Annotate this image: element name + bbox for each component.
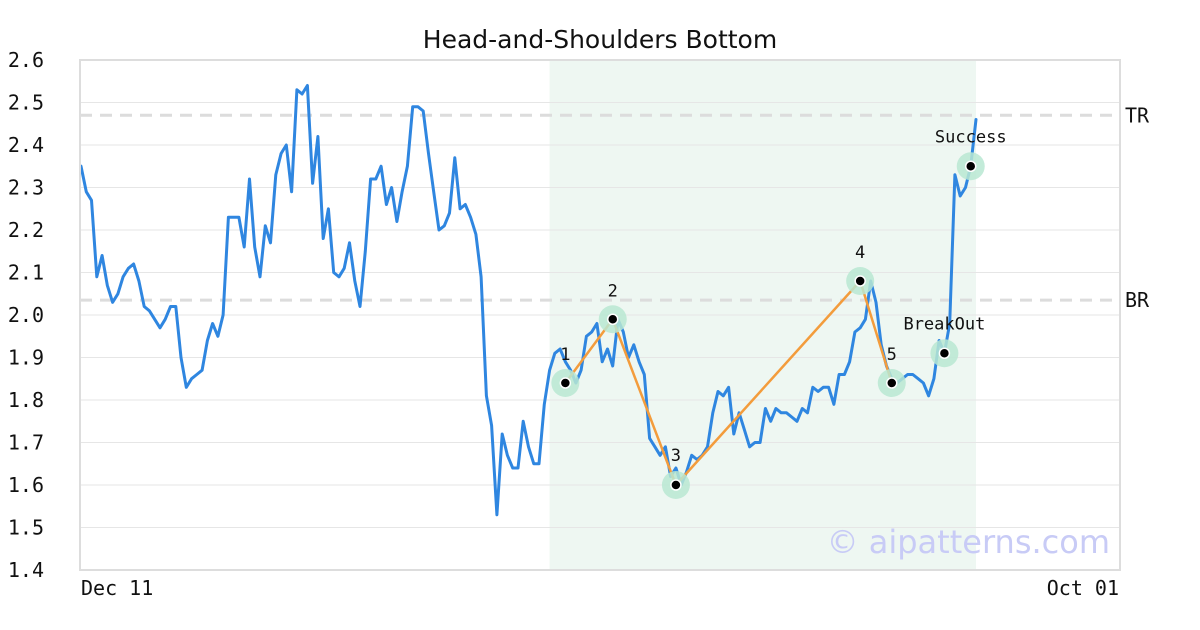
- y-tick-label: 1.5: [8, 516, 44, 540]
- pattern-point-4-marker: [854, 275, 866, 287]
- pattern-point-5-label: 5: [887, 345, 897, 365]
- breakout-point-label: BreakOut: [903, 314, 985, 334]
- y-tick-label: 2.1: [8, 261, 44, 285]
- y-tick-label: 2.2: [8, 218, 44, 242]
- point-label-layer: 1 2 3 4 5 BreakOut Success: [560, 127, 1006, 466]
- y-tick-label: 1.9: [8, 346, 44, 370]
- success-point-marker: [964, 160, 977, 172]
- pattern-point-2-label: 2: [608, 281, 618, 301]
- x-tick-label-start: Dec 11: [81, 576, 153, 600]
- marker-layer: [551, 152, 985, 499]
- y-tick-label: 1.8: [8, 388, 44, 412]
- y-tick-label: 1.4: [8, 558, 44, 582]
- level-label-br: BR: [1125, 288, 1150, 312]
- breakout-point-marker: [938, 347, 951, 359]
- series-layer: [79, 84, 978, 517]
- y-tick-label: 2.6: [8, 48, 44, 72]
- x-tick-label-end: Oct 01: [1047, 576, 1119, 600]
- pattern-point-1-label: 1: [560, 345, 570, 365]
- pattern-point-1-marker: [559, 377, 572, 389]
- grid-layer: [80, 102, 1120, 528]
- pattern-point-2-marker: [606, 313, 619, 325]
- chart-title: Head-and-Shoulders Bottom: [423, 25, 777, 54]
- pattern-point-4-label: 4: [855, 243, 865, 263]
- level-layer: TR BR: [80, 103, 1150, 312]
- y-tick-label: 2.5: [8, 91, 44, 115]
- pattern-point-3-marker: [670, 479, 682, 491]
- y-tick-label: 1.7: [8, 431, 44, 455]
- success-point-label: Success: [935, 127, 1007, 147]
- plot-frame: [79, 59, 1121, 571]
- pattern-point-3-label: 3: [671, 446, 681, 466]
- pattern-point-5-marker: [886, 377, 898, 389]
- y-tick-label: 2.3: [8, 176, 44, 200]
- watermark: © aipatterns.com: [827, 523, 1110, 561]
- level-label-tr: TR: [1125, 103, 1150, 127]
- price-series-line: [79, 84, 978, 517]
- y-axis-ticks: 2.6 2.5 2.4 2.3 2.2 2.1 2.0 1.9 1.8 1.7 1.6 1.5 1.4: [8, 48, 44, 582]
- y-tick-label: 2.4: [8, 133, 44, 157]
- y-tick-label: 1.6: [8, 473, 44, 497]
- y-tick-label: 2.0: [8, 303, 44, 327]
